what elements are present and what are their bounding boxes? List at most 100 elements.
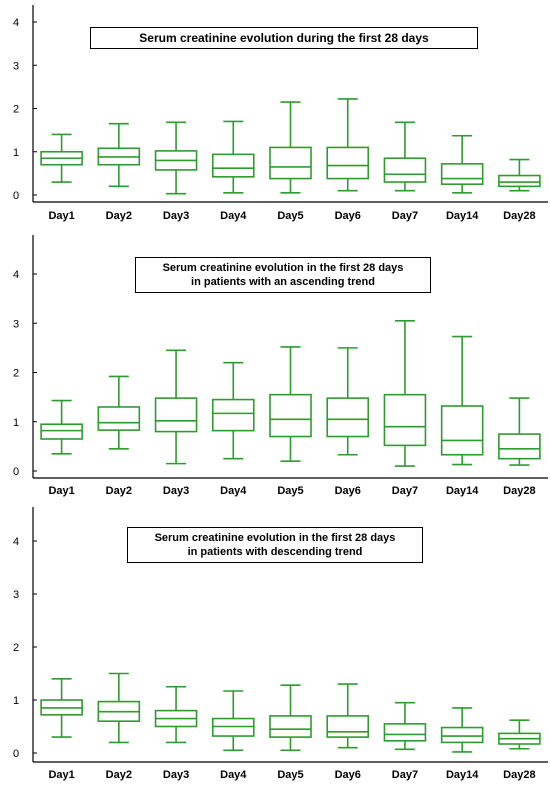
box-day1 [40, 678, 83, 738]
x-tick-label: Day7 [392, 485, 418, 497]
x-tick-label: Day7 [392, 210, 418, 222]
x-tick-label: Day3 [163, 485, 189, 497]
iqr-box [211, 153, 255, 178]
box-day14 [440, 707, 484, 753]
box-day14 [440, 335, 484, 466]
box-day2 [97, 375, 141, 450]
x-tick-label: Day5 [277, 769, 303, 781]
y-tick-label: 2 [13, 642, 19, 654]
x-tick-label: Day6 [335, 210, 361, 222]
x-tick-label: Day3 [163, 210, 189, 222]
box-day5 [269, 346, 312, 462]
box-day2 [97, 122, 141, 188]
iqr-box [498, 174, 541, 188]
iqr-box [440, 405, 484, 456]
box-day6 [326, 347, 370, 456]
x-tick-label: Day14 [446, 210, 479, 222]
box-day3 [154, 121, 198, 195]
x-tick-label: Day2 [106, 485, 132, 497]
chart-all-patients: 0 1 2 3 4 Day1 Day2 Day3 Day4 Day5 Day6 Day7 Day14 Da… [13, 5, 548, 222]
box-day1 [40, 133, 83, 183]
x-tick-label: Day4 [220, 210, 247, 222]
box-day28 [498, 158, 541, 192]
x-tick-label: Day28 [503, 485, 535, 497]
x-tick-label: Day1 [48, 210, 74, 222]
x-tick-label: Day14 [446, 769, 479, 781]
box-day2 [97, 672, 141, 744]
box-day28 [498, 397, 541, 466]
x-tick-label: Day5 [277, 210, 303, 222]
y-tick-label: 3 [13, 589, 19, 601]
y-tick-label: 1 [13, 695, 19, 707]
box-day3 [154, 685, 198, 744]
iqr-box [383, 393, 427, 447]
iqr-box [40, 423, 83, 440]
box-day3 [154, 349, 198, 465]
x-tick-label: Day6 [335, 769, 361, 781]
chart-title-ascending-trend: Serum creatinine evolution in the first … [135, 257, 431, 293]
chart-subtitle: in patients with an ascending trend [191, 276, 375, 288]
box-day5 [269, 684, 312, 752]
x-tick-label: Day2 [106, 769, 132, 781]
iqr-box [211, 398, 255, 432]
box-day7 [383, 121, 427, 192]
y-tick-label: 4 [13, 269, 19, 281]
box-day7 [383, 319, 427, 467]
x-tick-label: Day7 [392, 769, 418, 781]
iqr-box [97, 406, 141, 431]
x-tick-label: Day28 [503, 210, 535, 222]
chart-title-all-patients: Serum creatinine evolution during the fi… [90, 27, 478, 49]
iqr-box [326, 715, 370, 738]
iqr-box [440, 163, 484, 185]
x-tick-label: Day4 [220, 485, 247, 497]
chart-title: Serum creatinine evolution during the fi… [139, 31, 429, 45]
box-day28 [498, 719, 541, 750]
x-tick-label: Day1 [48, 769, 74, 781]
x-tick-label: Day3 [163, 769, 189, 781]
chart-ascending-trend: 0 1 2 3 4 Day1 Day2 Day3 Day4 Day5 Day6 Day7 Day14 Da… [13, 235, 548, 497]
y-tick-label: 2 [13, 104, 19, 116]
x-tick-label: Day28 [503, 769, 535, 781]
chart-title: Serum creatinine evolution in the first … [154, 532, 396, 544]
iqr-box [269, 715, 312, 738]
chart-subtitle: in patients with descending trend [187, 546, 363, 558]
y-tick-label: 1 [13, 417, 19, 429]
y-tick-label: 4 [13, 536, 19, 548]
box-day4 [211, 690, 255, 752]
iqr-box [326, 397, 370, 438]
y-tick-label: 0 [13, 466, 19, 478]
iqr-box [498, 433, 541, 460]
x-tick-label: Day5 [277, 485, 303, 497]
box-day5 [269, 101, 312, 194]
box-day7 [383, 701, 427, 751]
iqr-box [326, 146, 370, 180]
box-day6 [326, 98, 370, 192]
x-tick-label: Day6 [335, 485, 361, 497]
box-day6 [326, 683, 370, 749]
chart-title: Serum creatinine evolution in the first … [162, 262, 404, 274]
box-day4 [211, 361, 255, 460]
y-tick-label: 3 [13, 318, 19, 330]
chart-title-descending-trend: Serum creatinine evolution in the first … [127, 527, 423, 563]
x-tick-label: Day2 [106, 210, 132, 222]
x-tick-label: Day14 [446, 485, 479, 497]
box-day14 [440, 134, 484, 194]
iqr-box [269, 393, 312, 438]
iqr-box [154, 397, 198, 433]
box-day1 [40, 399, 83, 455]
x-tick-label: Day4 [220, 769, 247, 781]
y-tick-label: 0 [13, 190, 19, 202]
y-tick-label: 3 [13, 60, 19, 72]
y-tick-label: 1 [13, 147, 19, 159]
y-tick-label: 4 [13, 17, 19, 29]
iqr-box [269, 146, 312, 180]
iqr-box [383, 157, 427, 183]
iqr-box [383, 723, 427, 742]
iqr-box [440, 726, 484, 744]
chart-descending-trend: 0 1 2 3 4 Day1 Day2 Day3 Day4 Day5 Day6 Day7 Day14 Da… [13, 507, 548, 781]
box-day4 [211, 120, 255, 194]
y-tick-label: 2 [13, 368, 19, 380]
x-tick-label: Day1 [48, 485, 74, 497]
y-tick-label: 0 [13, 748, 19, 760]
